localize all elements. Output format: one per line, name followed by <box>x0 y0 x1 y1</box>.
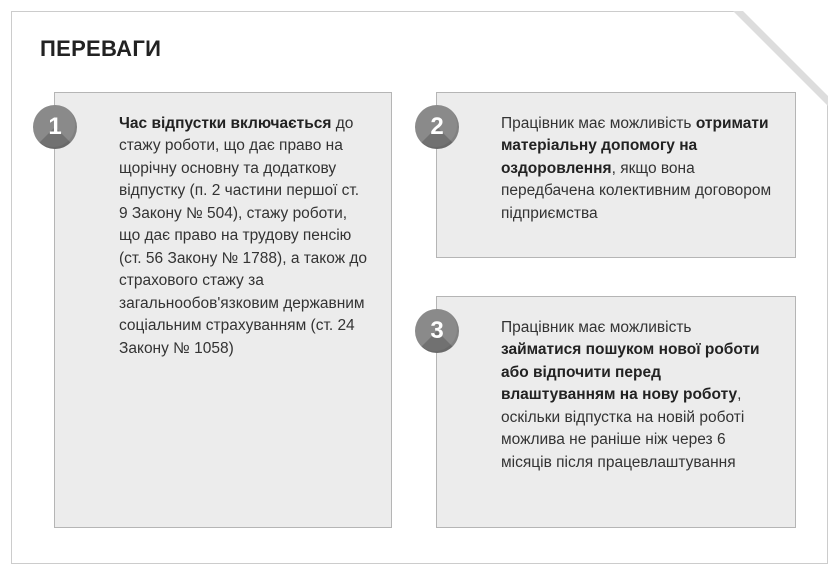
card-text: Час відпустки включається до стажу робот… <box>119 113 369 360</box>
badge-number: 1 <box>48 115 61 139</box>
card-text: Працівник має можливість займатися пошук… <box>501 317 773 474</box>
badge-number: 2 <box>430 115 443 139</box>
page-title: ПЕРЕВАГИ <box>40 36 161 62</box>
badge-number: 3 <box>430 319 443 343</box>
rest-text: до стажу роботи, що дає право на щорічну… <box>119 115 367 357</box>
bold-phrase: займатися пошуком нової роботи або відпо… <box>501 341 760 403</box>
lead-text: Працівник має можливість <box>501 319 692 336</box>
lead-text: Працівник має можливість <box>501 115 696 132</box>
advantage-card-1: 1 Час відпустки включається до стажу роб… <box>54 92 392 528</box>
content-frame: ПЕРЕВАГИ 1 Час відпустки включається до … <box>11 11 828 564</box>
badge-3: 3 <box>415 309 459 353</box>
badge-2: 2 <box>415 105 459 149</box>
bold-phrase: Час відпустки включається <box>119 115 331 132</box>
card-text: Працівник має можливість отримати матері… <box>501 113 773 225</box>
badge-1: 1 <box>33 105 77 149</box>
advantage-card-2: 2 Працівник має можливість отримати мате… <box>436 92 796 258</box>
advantage-card-3: 3 Працівник має можливість займатися пош… <box>436 296 796 528</box>
corner-fold <box>743 11 828 96</box>
